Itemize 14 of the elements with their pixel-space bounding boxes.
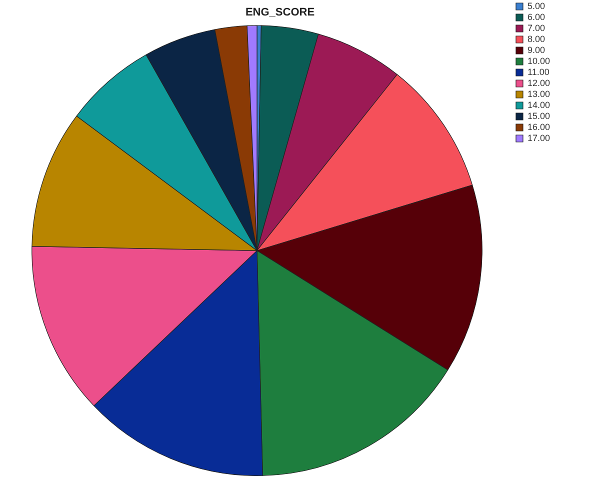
legend-label: 13.00 [527, 88, 550, 99]
legend-label: 7.00 [527, 22, 546, 33]
legend-label: 9.00 [527, 44, 546, 55]
legend-label: 11.00 [527, 66, 550, 77]
legend-label: 8.00 [527, 34, 546, 44]
legend-label: 6.00 [527, 12, 546, 22]
legend-label: 16.00 [527, 122, 550, 132]
legend-label: 15.00 [527, 110, 550, 121]
legend-label: 5.00 [527, 0, 546, 11]
legend-label: 12.00 [527, 78, 550, 88]
legend-label: 14.00 [527, 100, 550, 110]
chart-title: ENG_SCORE [245, 6, 315, 19]
legend-label: 10.00 [527, 56, 550, 66]
legend-label: 17.00 [527, 132, 550, 143]
